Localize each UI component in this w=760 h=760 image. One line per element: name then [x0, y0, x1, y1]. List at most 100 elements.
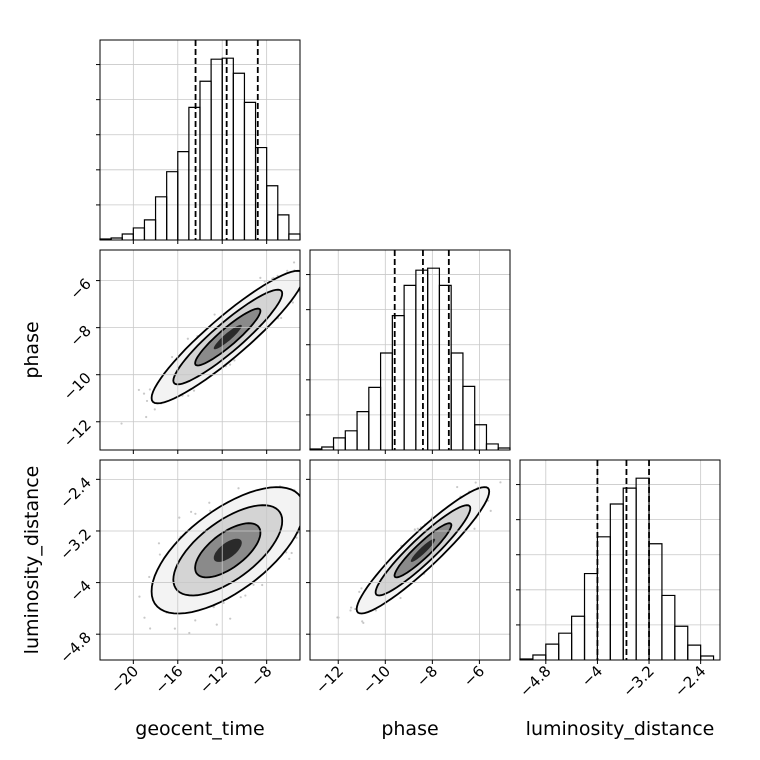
- panel-frame: [309, 249, 511, 451]
- scatter-point: [302, 263, 304, 265]
- scatter-point: [291, 301, 294, 304]
- x-tick-labels-geocent-time: −20 −16 −12 −8: [107, 662, 275, 697]
- histogram-bar: [243, 101, 257, 240]
- panel-frame: [99, 39, 301, 241]
- scatter-point: [194, 512, 197, 515]
- scatter-point: [237, 487, 240, 490]
- panel-frame: [309, 459, 511, 661]
- scatter-point: [145, 399, 149, 403]
- scatter-point: [350, 606, 353, 609]
- scatter-point: [399, 596, 402, 600]
- y-axis-label-luminosity-distance: luminosity_distance: [21, 466, 43, 655]
- x-tick-label: −10: [359, 662, 394, 697]
- y-axis-label-phase: phase: [21, 321, 43, 378]
- x-tick-labels-phase: −12 −10 −8 −6: [312, 662, 488, 697]
- scatter-point: [286, 269, 289, 272]
- scatter-point: [222, 601, 225, 605]
- scatter-point: [413, 528, 416, 531]
- scatter-point: [361, 620, 364, 623]
- scatter-point: [239, 596, 242, 599]
- scatter-point: [187, 394, 190, 397]
- x-tick-label: −16: [151, 662, 186, 697]
- grid-lines: [100, 40, 300, 240]
- scatter-point: [360, 587, 363, 590]
- scatter-point: [295, 536, 298, 539]
- scatter-point: [315, 278, 317, 280]
- y-tick-labels-phase: −12 −10 −8 −6: [60, 275, 95, 451]
- scatter-point: [499, 481, 502, 484]
- scatter-point: [137, 388, 140, 392]
- scatter-point: [474, 481, 477, 484]
- scatter-point: [153, 408, 156, 411]
- x-axis-label-geocent-time: geocent_time: [135, 718, 264, 740]
- x-tick-label: −20: [107, 662, 142, 697]
- scatter-point: [311, 265, 313, 267]
- scatter-point: [523, 456, 525, 458]
- scatter-point: [313, 254, 315, 256]
- histogram-bar: [571, 615, 586, 660]
- y-tick-label: −8: [66, 322, 94, 350]
- scatter-point: [312, 267, 314, 269]
- histogram-bar: [332, 437, 346, 450]
- scatter-point: [489, 509, 492, 512]
- panel-frame: [519, 459, 721, 661]
- x-tick-labels-luminosity-distance: −4.8 −4 −3.2 −2.4: [516, 662, 709, 700]
- histogram-phase: [309, 250, 511, 450]
- scatter-point: [157, 542, 161, 545]
- joint-panel-geocent-time-phase: −12 −10 −8 −6: [60, 249, 317, 454]
- density-contour: [410, 538, 436, 562]
- scatter-point: [213, 313, 216, 316]
- joint-panel-phase-luminosity-distance: −12 −10 −8 −6: [306, 456, 525, 697]
- panel-frame: [99, 249, 301, 451]
- scatter-point: [362, 621, 365, 625]
- scatter-point: [259, 276, 262, 279]
- x-tick-label: −12: [312, 662, 347, 697]
- scatter-point: [188, 631, 191, 635]
- histogram-bar: [166, 171, 179, 240]
- scatter-point: [456, 485, 459, 489]
- histogram-bar: [596, 536, 611, 660]
- scatter-point: [261, 583, 264, 587]
- x-tick-label: −6: [460, 662, 488, 690]
- scatter-point: [416, 527, 419, 530]
- scatter-point: [149, 627, 152, 630]
- histogram-bar: [221, 57, 234, 240]
- scatter-point: [208, 501, 211, 504]
- density-contours: [150, 486, 300, 615]
- density-contour: [213, 538, 242, 562]
- scatter-point: [158, 553, 162, 556]
- histogram-bar: [622, 487, 637, 660]
- scatter-point: [189, 510, 193, 513]
- histogram-panel-luminosity-distance: −4.8 −4 −3.2 −2.4: [516, 459, 721, 701]
- scatter-point: [120, 422, 123, 425]
- x-tick-label: −8: [413, 662, 441, 690]
- histogram-bar: [356, 411, 370, 450]
- scatter-point: [354, 607, 357, 611]
- x-axis-label-luminosity-distance: luminosity_distance: [526, 718, 715, 740]
- scatter-point: [178, 516, 181, 519]
- grid-lines: [310, 250, 510, 450]
- y-tick-label: −4.8: [56, 628, 94, 666]
- histogram-bar: [545, 643, 560, 660]
- histogram-bar: [661, 594, 676, 660]
- histogram-bar: [177, 151, 190, 240]
- scatter-point: [306, 269, 308, 271]
- joint-panel-geocent-time-luminosity-distance: −4.8 −4 −3.2 −2.4 −20 −16 −12 −8: [56, 459, 301, 697]
- scatter-point: [215, 623, 218, 626]
- tick-marks: [96, 64, 268, 244]
- histogram-bar: [132, 227, 146, 240]
- y-tick-labels-luminosity-distance: −4.8 −4 −3.2 −2.4: [56, 473, 94, 666]
- histogram-bar: [403, 284, 417, 450]
- histogram-bar: [143, 219, 157, 240]
- grid-lines: [100, 460, 300, 660]
- y-tick-label: −3.2: [56, 525, 94, 563]
- density-contours: [150, 269, 300, 405]
- histogram-bar: [558, 632, 573, 660]
- histogram-bar: [210, 58, 223, 240]
- histogram-panel-geocent-time: [96, 39, 301, 244]
- scatter-point: [209, 509, 212, 512]
- histogram-bar: [450, 352, 464, 450]
- tick-marks: [306, 478, 480, 664]
- histogram-bar: [266, 185, 279, 240]
